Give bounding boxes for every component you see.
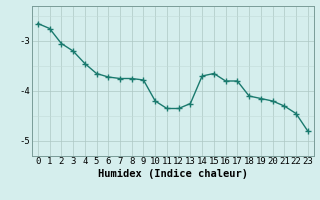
X-axis label: Humidex (Indice chaleur): Humidex (Indice chaleur) xyxy=(98,169,248,179)
